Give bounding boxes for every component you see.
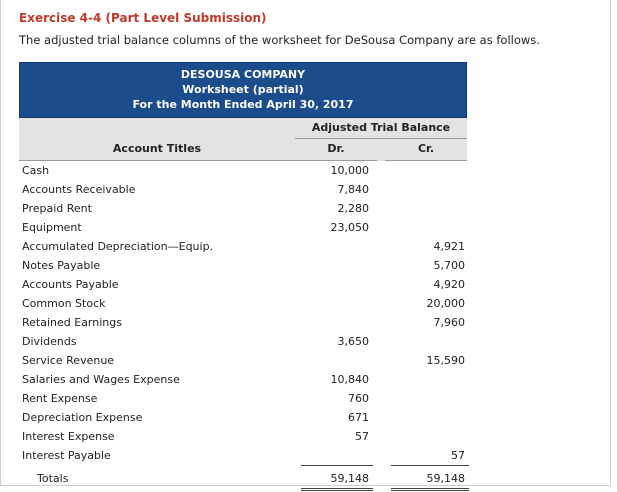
account-title: Service Revenue xyxy=(22,354,115,367)
table-row: Notes Payable 5,700 xyxy=(19,256,467,275)
worksheet-period: For the Month Ended April 30, 2017 xyxy=(132,98,354,111)
credit-amount: 7,960 xyxy=(433,316,466,329)
table-row: Prepaid Rent 2,280 xyxy=(19,199,467,218)
debit-amount: 10,000 xyxy=(330,164,370,177)
credit-total-rule xyxy=(391,465,469,466)
table-row: Retained Earnings 7,960 xyxy=(19,313,467,332)
credit-amount: 57 xyxy=(451,449,465,462)
table-row: Accounts Payable 4,920 xyxy=(19,275,467,294)
exercise-description: The adjusted trial balance columns of th… xyxy=(19,33,540,47)
table-row: Service Revenue 15,590 xyxy=(19,351,467,370)
worksheet-subtitle: Worksheet (partial) xyxy=(182,83,304,96)
debit-amount: 3,650 xyxy=(337,335,370,348)
company-name: DESOUSA COMPANY xyxy=(180,68,306,81)
credit-amount: 15,590 xyxy=(426,354,466,367)
content-frame xyxy=(0,0,611,486)
table-row: Accounts Receivable 7,840 xyxy=(19,180,467,199)
account-title: Accounts Receivable xyxy=(22,183,136,196)
debit-header: Dr. xyxy=(295,138,377,161)
account-title: Interest Payable xyxy=(22,449,111,462)
debit-amount: 10,840 xyxy=(330,373,370,386)
table-row: Interest Payable 57 xyxy=(19,446,467,465)
account-rows: Cash 10,000 Accounts Receivable 7,840 Prepai… xyxy=(19,161,469,492)
account-title: Notes Payable xyxy=(22,259,101,272)
credit-amount: 20,000 xyxy=(426,297,466,310)
credit-amount: 5,700 xyxy=(433,259,466,272)
credit-amount: 4,921 xyxy=(433,240,466,253)
table-row: Common Stock 20,000 xyxy=(19,294,467,313)
table-row: Rent Expense 760 xyxy=(19,389,467,408)
table-row: Salaries and Wages Expense 10,840 xyxy=(19,370,467,389)
account-titles-header: Account Titles xyxy=(19,138,295,161)
table-row: Cash 10,000 xyxy=(19,161,467,180)
table-row: Dividends 3,650 xyxy=(19,332,467,351)
credit-header: Cr. xyxy=(385,138,467,161)
table-row: Equipment 23,050 xyxy=(19,218,467,237)
debit-amount: 7,840 xyxy=(337,183,370,196)
account-title: Accumulated Depreciation—Equip. xyxy=(22,240,214,253)
account-title: Retained Earnings xyxy=(22,316,122,329)
debit-amount: 2,280 xyxy=(337,202,370,215)
double-rule xyxy=(19,488,469,492)
account-title: Common Stock xyxy=(22,297,106,310)
table-row: Interest Expense 57 xyxy=(19,427,467,446)
column-header-area: Adjusted Trial Balance Account Titles Dr… xyxy=(19,118,467,161)
account-title: Cash xyxy=(22,164,50,177)
table-row: Accumulated Depreciation—Equip. 4,921 xyxy=(19,237,467,256)
totals-row: Totals 59,148 59,148 xyxy=(19,469,467,488)
debit-amount: 57 xyxy=(355,430,369,443)
debit-amount: 760 xyxy=(348,392,369,405)
debit-total-rule xyxy=(301,465,373,466)
account-title: Rent Expense xyxy=(22,392,98,405)
account-title: Salaries and Wages Expense xyxy=(22,373,180,386)
totals-label: Totals xyxy=(37,472,69,485)
debit-amount: 671 xyxy=(348,411,369,424)
table-row: Depreciation Expense 671 xyxy=(19,408,467,427)
account-title: Prepaid Rent xyxy=(22,202,92,215)
debit-total: 59,148 xyxy=(330,472,370,485)
debit-amount: 23,050 xyxy=(330,221,370,234)
totals-rule xyxy=(19,465,469,467)
worksheet-table: DESOUSA COMPANY Worksheet (partial) For … xyxy=(19,62,469,492)
worksheet-header: DESOUSA COMPANY Worksheet (partial) For … xyxy=(19,62,467,118)
account-title: Interest Expense xyxy=(22,430,115,443)
account-title: Equipment xyxy=(22,221,82,234)
account-title: Dividends xyxy=(22,335,77,348)
credit-amount: 4,920 xyxy=(433,278,466,291)
exercise-title: Exercise 4-4 (Part Level Submission) xyxy=(19,11,267,25)
credit-total: 59,148 xyxy=(426,472,466,485)
adjusted-trial-balance-header: Adjusted Trial Balance xyxy=(295,118,467,139)
account-title: Accounts Payable xyxy=(22,278,119,291)
account-title: Depreciation Expense xyxy=(22,411,143,424)
